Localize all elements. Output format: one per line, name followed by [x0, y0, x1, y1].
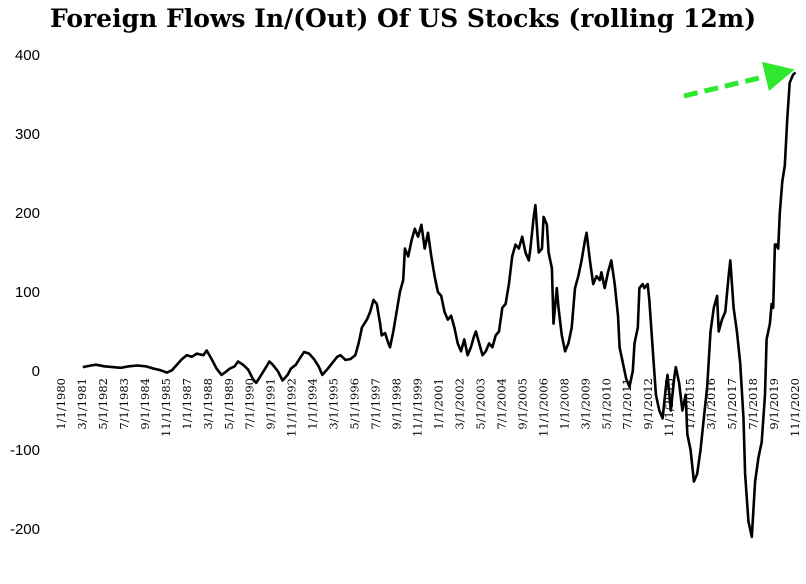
- y-tick-label: 300: [15, 126, 40, 143]
- series-group: [82, 71, 797, 539]
- x-tick-label: 5/1/2003: [473, 378, 487, 430]
- x-tick-label: 5/1/1996: [348, 378, 362, 430]
- x-tick-label: 11/1/2006: [536, 378, 550, 437]
- y-tick-label: 400: [15, 47, 40, 64]
- y-tick-label: 0: [32, 363, 40, 380]
- x-tick-label: 9/1/1984: [138, 378, 152, 430]
- x-tick-label: 9/1/2012: [641, 378, 655, 430]
- x-tick-label: 7/1/2011: [620, 378, 634, 430]
- x-tick-label: 5/1/1989: [222, 378, 236, 430]
- x-tick-label: 11/1/1992: [285, 378, 299, 437]
- x-tick-label: 3/1/2009: [578, 378, 592, 430]
- x-tick-label: 3/1/1995: [327, 378, 341, 430]
- x-tick-label: 11/1/1999: [411, 378, 425, 437]
- x-tick-label: 9/1/1991: [264, 378, 278, 430]
- x-tick-label: 3/1/1981: [75, 378, 89, 430]
- x-tick-label: 9/1/2005: [515, 378, 529, 430]
- x-tick-label: 1/1/2001: [431, 378, 445, 430]
- x-tick-label: 7/1/2018: [746, 378, 760, 430]
- x-tick-label: 7/1/2004: [494, 378, 508, 430]
- x-tick-label: 1/1/2008: [557, 378, 571, 430]
- series-line: [82, 71, 797, 539]
- annotation-group: [683, 61, 795, 99]
- x-tick-label: 7/1/1983: [117, 378, 131, 430]
- x-tick-label: 11/1/1985: [159, 378, 173, 437]
- x-tick-label: 7/1/1997: [369, 378, 383, 430]
- y-tick-label: 200: [15, 205, 40, 222]
- x-tick-label: 5/1/2010: [599, 378, 613, 430]
- x-tick-label: 5/1/1982: [96, 378, 110, 430]
- x-tick-label: 3/1/2002: [452, 378, 466, 430]
- x-tick-label: 9/1/2019: [767, 378, 781, 430]
- x-tick-label: 1/1/1987: [180, 378, 194, 430]
- x-tick-label: 1/1/1994: [306, 378, 320, 430]
- y-tick-label: -100: [10, 442, 40, 459]
- x-tick-label: 9/1/1998: [390, 378, 404, 430]
- y-axis: 400 300 200 100 0 -100 -200: [10, 47, 40, 538]
- x-tick-label: 7/1/1990: [243, 378, 257, 430]
- x-tick-label: 3/1/1988: [201, 378, 215, 430]
- x-tick-label: 11/1/2020: [788, 378, 802, 437]
- y-tick-label: 100: [15, 284, 40, 301]
- x-tick-label: 1/1/1980: [54, 378, 68, 430]
- chart-title: Foreign Flows In/(Out) Of US Stocks (rol…: [49, 4, 757, 33]
- y-tick-label: -200: [10, 521, 40, 538]
- x-axis: 1/1/1980 3/1/1981 5/1/1982 7/1/1983 9/1/1984…: [54, 378, 802, 437]
- trend-arrow-annotation: [683, 61, 795, 99]
- x-tick-label: 5/1/2017: [725, 378, 739, 430]
